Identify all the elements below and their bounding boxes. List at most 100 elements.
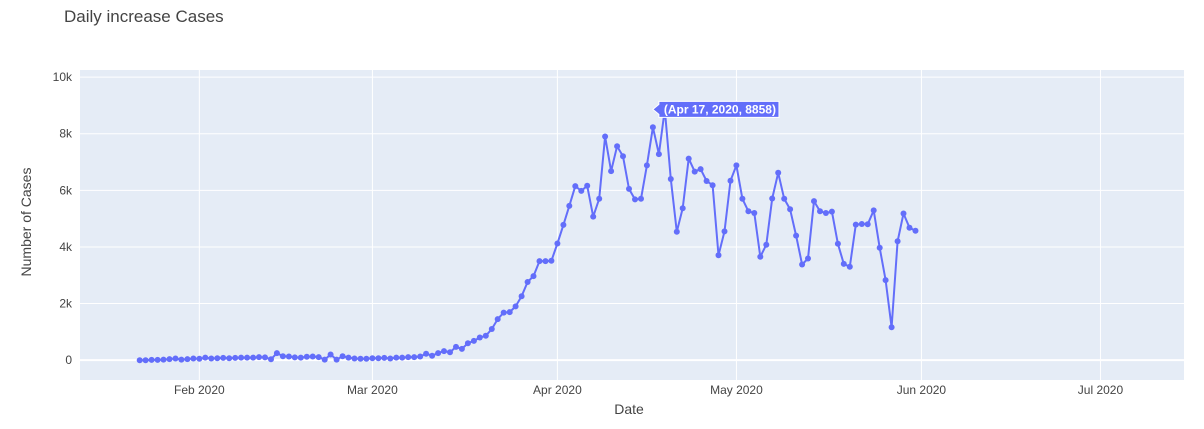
- data-point[interactable]: [620, 153, 626, 160]
- data-point[interactable]: [679, 205, 686, 212]
- data-point[interactable]: [769, 195, 776, 202]
- data-point[interactable]: [393, 354, 400, 361]
- data-point[interactable]: [643, 162, 650, 169]
- data-point[interactable]: [309, 353, 316, 360]
- data-point[interactable]: [858, 221, 865, 227]
- data-point[interactable]: [357, 355, 364, 362]
- data-point[interactable]: [912, 227, 919, 234]
- data-point[interactable]: [852, 221, 859, 228]
- data-point[interactable]: [435, 350, 442, 357]
- data-point[interactable]: [787, 206, 794, 213]
- data-point[interactable]: [268, 356, 274, 363]
- data-point[interactable]: [196, 355, 203, 362]
- data-point[interactable]: [417, 353, 424, 360]
- data-point[interactable]: [888, 324, 895, 331]
- data-point[interactable]: [148, 356, 155, 363]
- data-point[interactable]: [763, 241, 770, 248]
- data-point[interactable]: [232, 354, 239, 361]
- data-point[interactable]: [649, 124, 656, 131]
- data-point[interactable]: [536, 258, 543, 265]
- data-point[interactable]: [363, 355, 370, 362]
- data-point[interactable]: [405, 354, 412, 361]
- data-point[interactable]: [715, 252, 722, 259]
- data-point[interactable]: [351, 355, 358, 362]
- data-point[interactable]: [608, 168, 615, 175]
- data-point[interactable]: [512, 303, 519, 310]
- data-point[interactable]: [793, 232, 800, 239]
- data-point[interactable]: [840, 260, 847, 267]
- data-point[interactable]: [482, 332, 489, 339]
- data-point[interactable]: [494, 316, 501, 323]
- data-point[interactable]: [739, 195, 746, 202]
- data-point[interactable]: [697, 166, 704, 173]
- data-point[interactable]: [578, 187, 585, 194]
- data-point[interactable]: [142, 357, 149, 364]
- data-point[interactable]: [727, 177, 734, 184]
- data-point[interactable]: [441, 348, 447, 355]
- data-point[interactable]: [817, 208, 823, 215]
- data-point[interactable]: [590, 213, 597, 220]
- data-point[interactable]: [602, 133, 609, 140]
- data-point[interactable]: [464, 340, 471, 347]
- data-point[interactable]: [572, 183, 579, 190]
- data-point[interactable]: [273, 350, 280, 357]
- data-point[interactable]: [160, 356, 167, 363]
- data-point[interactable]: [136, 357, 143, 364]
- data-point[interactable]: [506, 309, 513, 316]
- data-point[interactable]: [894, 238, 901, 245]
- data-point[interactable]: [614, 143, 621, 150]
- data-point[interactable]: [805, 255, 811, 262]
- data-point[interactable]: [560, 221, 567, 228]
- data-point[interactable]: [333, 356, 340, 363]
- data-point[interactable]: [202, 354, 209, 361]
- data-point[interactable]: [685, 155, 692, 162]
- data-point[interactable]: [882, 277, 889, 284]
- data-point[interactable]: [423, 350, 430, 357]
- data-point[interactable]: [375, 355, 382, 362]
- data-point[interactable]: [745, 208, 752, 215]
- data-point[interactable]: [822, 210, 829, 216]
- data-point[interactable]: [387, 355, 394, 362]
- data-point[interactable]: [470, 337, 477, 344]
- data-point[interactable]: [321, 356, 328, 363]
- data-point[interactable]: [172, 355, 179, 362]
- data-point[interactable]: [596, 195, 603, 202]
- data-point[interactable]: [285, 353, 292, 360]
- data-point[interactable]: [834, 240, 841, 247]
- data-point[interactable]: [214, 355, 221, 362]
- data-point[interactable]: [667, 176, 674, 182]
- data-point[interactable]: [906, 224, 913, 231]
- data-point[interactable]: [542, 258, 549, 265]
- data-point[interactable]: [524, 279, 531, 285]
- data-point[interactable]: [458, 345, 465, 352]
- data-point[interactable]: [411, 354, 418, 361]
- data-point[interactable]: [244, 354, 251, 361]
- data-point[interactable]: [256, 354, 262, 361]
- data-point[interactable]: [751, 210, 758, 216]
- data-point[interactable]: [518, 293, 525, 300]
- data-point[interactable]: [339, 353, 346, 360]
- data-point[interactable]: [500, 309, 507, 316]
- data-point[interactable]: [626, 185, 632, 192]
- data-point[interactable]: [178, 356, 185, 363]
- data-point[interactable]: [154, 356, 161, 363]
- data-point[interactable]: [846, 263, 853, 270]
- data-point[interactable]: [655, 151, 662, 158]
- data-point[interactable]: [262, 354, 268, 361]
- data-point[interactable]: [399, 354, 406, 361]
- data-point[interactable]: [584, 182, 591, 189]
- data-point[interactable]: [828, 208, 835, 215]
- data-point[interactable]: [900, 210, 907, 217]
- data-point[interactable]: [709, 182, 716, 189]
- data-point[interactable]: [208, 355, 215, 362]
- data-point[interactable]: [870, 207, 877, 214]
- data-point[interactable]: [733, 162, 740, 169]
- data-point[interactable]: [548, 257, 555, 264]
- data-point[interactable]: [238, 354, 245, 361]
- data-point[interactable]: [250, 354, 257, 361]
- data-point[interactable]: [291, 354, 298, 361]
- data-point[interactable]: [530, 273, 537, 280]
- data-point[interactable]: [166, 356, 173, 363]
- data-point[interactable]: [799, 261, 806, 268]
- data-point[interactable]: [876, 244, 883, 251]
